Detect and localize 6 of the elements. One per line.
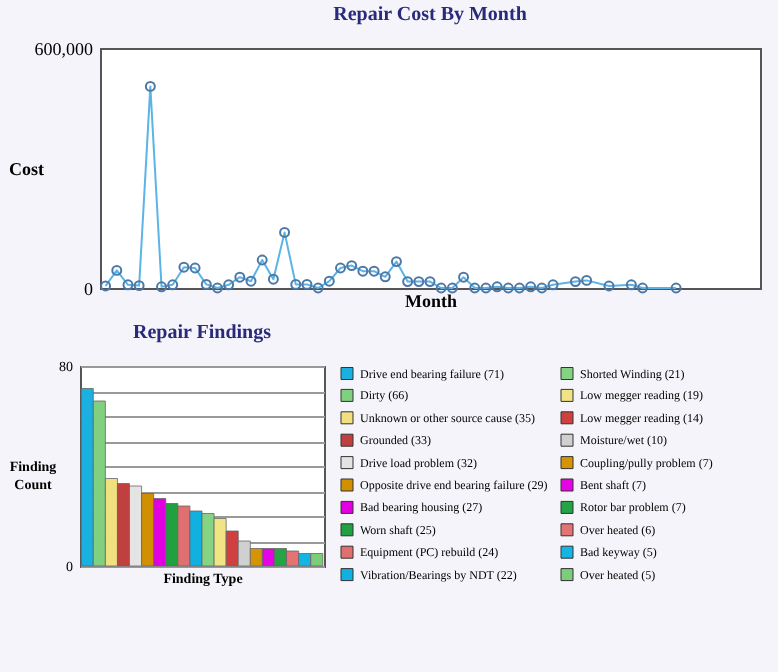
chart-title: Repair Findings xyxy=(133,322,272,344)
y-tick-label: 0 xyxy=(84,279,94,299)
x-axis-title: Month xyxy=(404,291,458,311)
y-tick-label: 600,000 xyxy=(34,39,94,59)
chart-title: Repair Cost By Month xyxy=(333,4,528,26)
y-axis-title: Cost xyxy=(9,159,44,179)
